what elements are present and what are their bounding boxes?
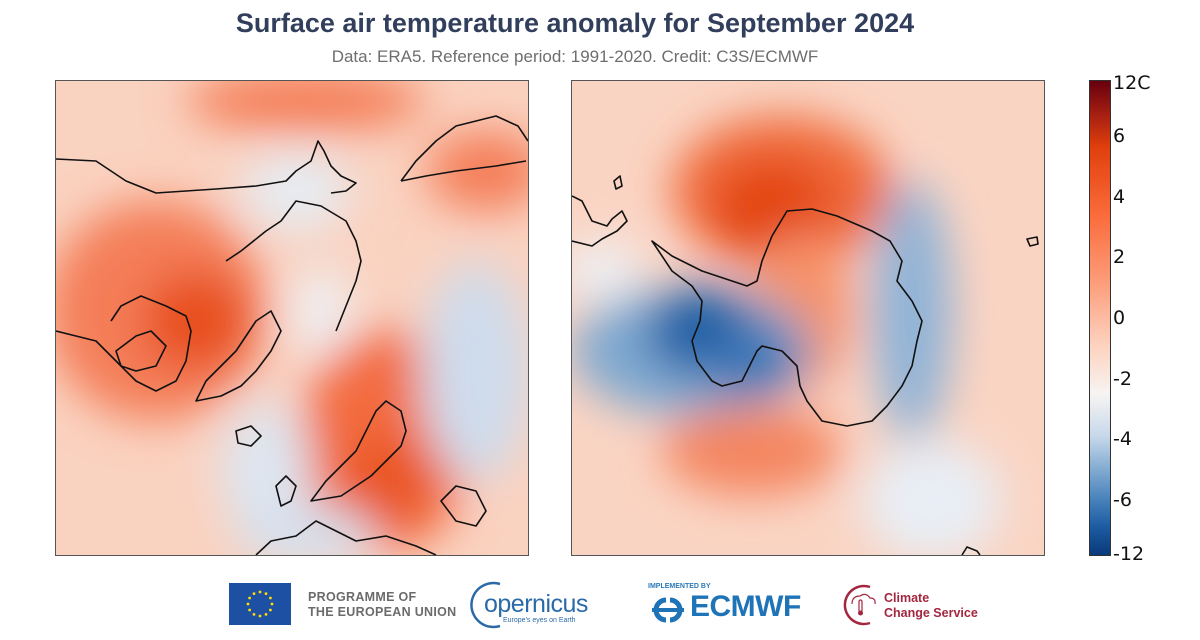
copernicus-wordmark: opernicus: [484, 590, 588, 618]
copernicus-arc-icon: [470, 581, 501, 629]
coastline-siberia: [56, 140, 357, 194]
coastline-south-america: [572, 195, 628, 247]
coastline-british-isles: [275, 475, 297, 507]
coastline-island: [961, 546, 981, 555]
eu-stars-icon: [246, 590, 274, 618]
coastline-iceland: [235, 425, 262, 447]
anomaly-blob: [291, 266, 351, 356]
c3s-text-line2: Change Service: [884, 606, 978, 620]
anomaly-blob: [236, 506, 376, 555]
colorbar-tick-label: -4: [1113, 428, 1132, 450]
c3s-logo: Climate Change Service: [840, 582, 990, 630]
coastline-greenland: [195, 310, 282, 402]
colorbar-tick-label: 6: [1113, 125, 1126, 147]
coastline-europe-south: [255, 520, 437, 555]
anomaly-blob: [241, 151, 351, 231]
coastline-antarctica: [651, 208, 923, 427]
coastline-island: [613, 175, 623, 190]
north-map-svg: [56, 81, 528, 555]
coastline-caspian: [440, 485, 487, 527]
ecmwf-wordmark: ECMWF: [690, 590, 801, 623]
coastline-north-america: [56, 295, 192, 392]
anomaly-blob: [662, 406, 842, 496]
eu-flag-logo: [229, 583, 291, 625]
c3s-text-line1: Climate: [884, 591, 930, 605]
anomaly-blob: [141, 271, 251, 371]
south-map-svg: [572, 81, 1044, 555]
colorbar-tick-label: -2: [1113, 368, 1132, 390]
c3s-text: Climate Change Service: [884, 591, 978, 621]
anomaly-blob: [186, 81, 426, 131]
coastline-scandinavia: [310, 400, 407, 502]
anomaly-blob: [862, 441, 1002, 555]
copernicus-tagline: Europe's eyes on Earth: [503, 617, 576, 624]
colorbar: [1089, 80, 1111, 556]
ecmwf-symbol-icon: [652, 597, 684, 623]
anomaly-blob: [421, 261, 528, 481]
north-hemisphere-map: [55, 80, 529, 556]
colorbar-tick-label: 0: [1113, 307, 1126, 329]
anomaly-blob: [572, 241, 642, 301]
south-hemisphere-map: [571, 80, 1045, 556]
colorbar-unit-label: C: [1137, 72, 1151, 94]
thermometer-cloud-icon: [843, 584, 876, 626]
eu-text-line1: PROGRAMME OF: [308, 590, 417, 604]
anomaly-blob: [426, 131, 528, 211]
eu-programme-text: PROGRAMME OF THE EUROPEAN UNION: [308, 590, 456, 620]
colorbar-tick-label: -12: [1113, 543, 1145, 565]
colorbar-tick-label: 2: [1113, 246, 1126, 268]
chart-subtitle: Data: ERA5. Reference period: 1991-2020.…: [331, 47, 819, 66]
colorbar-tick-label: 4: [1113, 186, 1126, 208]
coastline-asia-east: [400, 115, 528, 182]
anomaly-blob: [872, 181, 952, 441]
footer-logos: PROGRAMME OF THE EUROPEAN UNION opernicu…: [0, 580, 1200, 640]
anomaly-blob: [221, 401, 311, 541]
ecmwf-logo: ECMWF: [648, 590, 818, 624]
coastline-alaska-chukotka: [225, 200, 362, 332]
coastline-island: [1026, 236, 1039, 247]
colorbar-tick-label: 12C: [1113, 72, 1151, 94]
implemented-by-label: IMPLEMENTED BY: [648, 583, 711, 590]
copernicus-logo: opernicus Europe's eyes on Earth: [470, 580, 600, 630]
coastline-hudson-bay: [115, 330, 167, 372]
chart-title: Surface air temperature anomaly for Sept…: [235, 8, 915, 38]
colorbar-tick-label: -6: [1113, 489, 1132, 511]
anomaly-blob: [341, 436, 431, 526]
eu-text-line2: THE EUROPEAN UNION: [308, 605, 457, 619]
